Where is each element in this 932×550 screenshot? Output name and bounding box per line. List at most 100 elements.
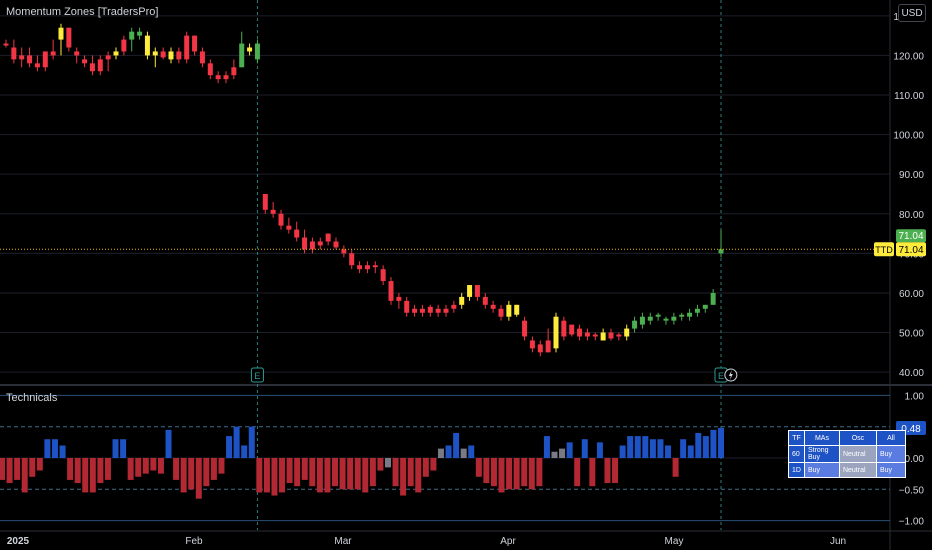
candle-body xyxy=(435,308,441,313)
osc-bar xyxy=(483,458,490,484)
osc-bar xyxy=(377,458,384,471)
table-cell: Buy xyxy=(875,462,906,478)
osc-bar xyxy=(233,426,240,458)
osc-bar xyxy=(369,458,376,487)
osc-badge-label: 0.48 xyxy=(901,424,921,435)
candle-body xyxy=(11,47,17,60)
candle-body xyxy=(459,296,465,305)
candle-body xyxy=(317,241,323,246)
osc-bar xyxy=(566,442,573,458)
price-badge-label: 71.04 xyxy=(898,231,923,242)
x-tick-label: Mar xyxy=(334,536,352,547)
osc-bar xyxy=(104,458,111,480)
candle-body xyxy=(82,59,88,64)
candle-body xyxy=(89,63,95,72)
price-axis[interactable]: 40.0050.0060.0070.0080.0090.00100.00110.… xyxy=(893,12,924,379)
candle-body xyxy=(58,27,64,40)
osc-bar xyxy=(150,458,157,471)
x-tick-label: 2025 xyxy=(7,536,30,547)
osc-bar xyxy=(506,458,513,490)
osc-bar xyxy=(619,445,626,458)
candle-body xyxy=(600,332,606,341)
candle-body xyxy=(671,316,677,321)
candle-body xyxy=(632,320,638,329)
candle-body xyxy=(176,51,182,60)
indicator-title[interactable]: Momentum Zones [TradersPro] xyxy=(6,6,159,18)
osc-bar xyxy=(256,458,263,493)
candle-body xyxy=(215,75,221,80)
osc-bar xyxy=(279,458,286,493)
osc-bar xyxy=(354,458,361,490)
osc-bar xyxy=(634,436,641,458)
osc-tick-label: 1.00 xyxy=(905,391,925,402)
osc-bar xyxy=(112,439,119,458)
candle-body xyxy=(490,304,496,309)
candle-body xyxy=(34,63,40,68)
price-badge-label: 71.04 xyxy=(898,245,923,256)
osc-bar xyxy=(672,458,679,477)
candle-body xyxy=(404,300,410,313)
subpanel-title[interactable]: Technicals xyxy=(6,392,58,404)
candle-body xyxy=(372,265,378,268)
osc-bar xyxy=(97,458,104,484)
currency-button[interactable]: USD xyxy=(898,4,926,22)
osc-bar xyxy=(437,448,444,458)
osc-bar xyxy=(430,458,437,471)
candle-body xyxy=(66,27,72,48)
osc-bar xyxy=(14,458,21,480)
osc-bar xyxy=(453,432,460,458)
ticker-tag-bg xyxy=(874,242,894,257)
candlestick-series xyxy=(3,23,724,357)
osc-bar xyxy=(710,429,717,458)
candle-body xyxy=(474,285,480,297)
earnings-marker-label: E xyxy=(718,371,724,381)
osc-bar xyxy=(157,458,164,474)
candle-body xyxy=(514,304,520,315)
osc-bar xyxy=(210,458,217,480)
time-axis[interactable]: 2025 Feb Mar Apr May Jun xyxy=(7,536,846,547)
osc-bar xyxy=(687,445,694,458)
osc-bar xyxy=(551,451,558,458)
candle-body xyxy=(561,320,567,337)
osc-bar xyxy=(173,458,180,480)
candle-body xyxy=(419,308,425,313)
candle-body xyxy=(199,51,205,64)
candle-body xyxy=(294,229,300,238)
osc-bar xyxy=(543,436,550,458)
candle-body xyxy=(121,39,127,52)
price-badge: 71.04 xyxy=(896,242,926,257)
candle-body xyxy=(608,332,614,339)
x-tick-label: May xyxy=(665,536,684,547)
table-header-cell: MAs xyxy=(803,430,840,446)
candle-body xyxy=(309,241,315,250)
candle-body xyxy=(3,43,9,46)
osc-bar xyxy=(490,458,497,487)
candle-body xyxy=(105,55,111,60)
osc-bar xyxy=(665,445,672,458)
candle-body xyxy=(286,225,292,230)
osc-bar xyxy=(36,458,43,471)
candle-body xyxy=(231,67,237,76)
osc-bar xyxy=(21,458,28,493)
osc-bar xyxy=(612,458,619,484)
candle-body xyxy=(710,292,716,305)
osc-bar xyxy=(248,426,255,458)
ticker-tag: TTD xyxy=(874,242,894,257)
candle-body xyxy=(74,51,80,56)
osc-bar xyxy=(596,442,603,458)
candle-body xyxy=(396,296,402,301)
candle-body xyxy=(616,334,622,337)
osc-bar xyxy=(309,458,316,487)
candle-body xyxy=(655,314,661,317)
x-tick-label: Feb xyxy=(185,536,203,547)
candle-body xyxy=(553,316,559,349)
candle-body xyxy=(584,332,590,337)
osc-bar xyxy=(165,429,172,458)
candle-body xyxy=(27,55,33,64)
y-tick-label: 50.00 xyxy=(899,329,924,340)
osc-bar xyxy=(339,458,346,490)
candle-body xyxy=(522,320,528,337)
osc-bar xyxy=(347,458,354,490)
osc-bar xyxy=(203,458,210,487)
osc-bar xyxy=(422,458,429,477)
